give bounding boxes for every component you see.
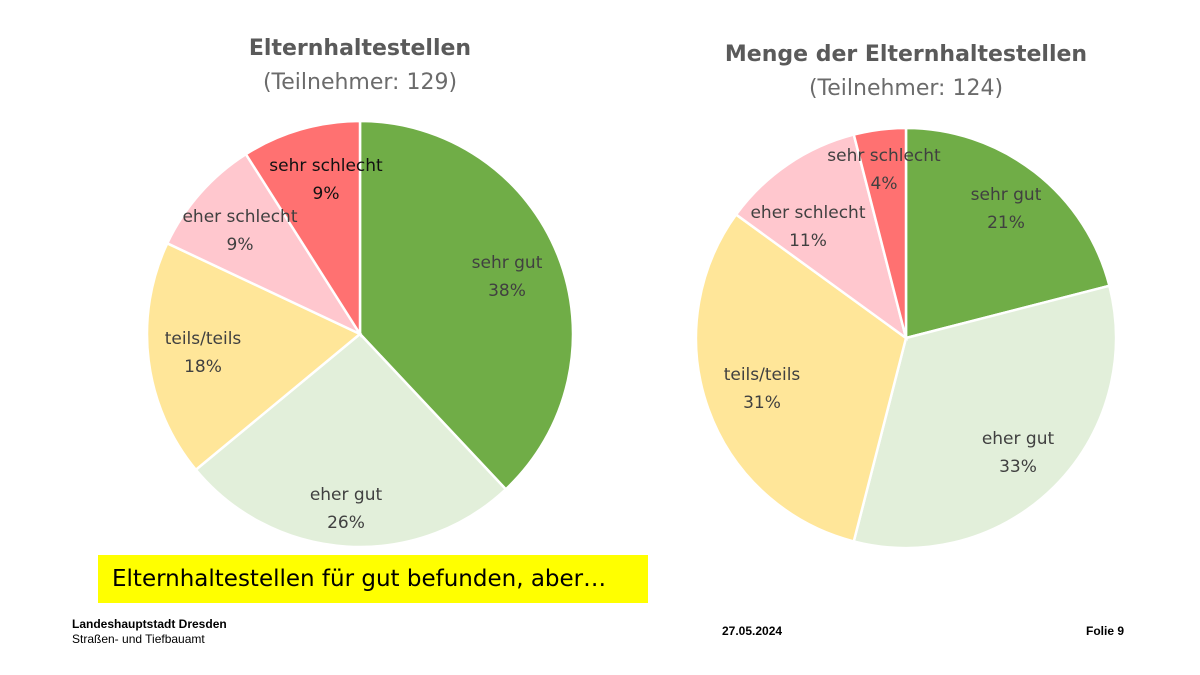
chart-title: Elternhaltestellen <box>248 36 472 61</box>
slice-label-eher-gut: eher gut <box>310 485 383 505</box>
pie-slice-eher-schlecht <box>165 152 364 337</box>
pie-slice-sehr-gut <box>358 119 575 492</box>
pie-slice-teils-teils <box>145 241 363 472</box>
slice-label-teils-teils: teils/teils <box>165 329 242 349</box>
pie-slice-eher-schlecht <box>734 133 909 342</box>
footer-date: 27.05.2024 <box>722 624 783 638</box>
callout-banner: Elternhaltestellen für gut befunden, abe… <box>98 555 648 603</box>
chart-subtitle: (Teilnehmer: 124) <box>808 76 1004 101</box>
slice-label-sehr-schlecht: sehr schlecht <box>269 156 383 176</box>
slice-value-eher-schlecht: 9% <box>227 235 254 255</box>
chart-elternhaltestellen: Elternhaltestellen (Teilnehmer: 129) seh… <box>0 0 720 560</box>
slice-label-teils-teils: teils/teils <box>724 365 801 385</box>
chart-menge-elternhaltestellen: Menge der Elternhaltestellen (Teilnehmer… <box>600 0 1200 560</box>
slice-label-eher-schlecht: eher schlecht <box>750 203 865 223</box>
slice-value-sehr-schlecht: 9% <box>313 184 340 204</box>
slice-value-teils-teils: 31% <box>743 393 781 413</box>
pie-slice-eher-gut <box>852 284 1118 550</box>
pie-chart-elternhaltestellen: sehr gut 38% eher gut 26% teils/teils 18% eher… <box>145 119 575 549</box>
slice-value-eher-gut: 26% <box>327 513 365 533</box>
pie-slice-teils-teils <box>694 212 908 543</box>
footer-slide-number: Folie 9 <box>1086 624 1125 638</box>
slice-value-eher-schlecht: 11% <box>789 231 827 251</box>
slice-value-eher-gut: 33% <box>999 457 1037 477</box>
slice-label-sehr-gut: sehr gut <box>472 253 543 273</box>
slice-label-eher-gut: eher gut <box>982 429 1055 449</box>
slice-label-sehr-schlecht: sehr schlecht <box>827 146 941 166</box>
pie-chart-menge: sehr gut 21% eher gut 33% teils/teils 31% eher… <box>694 126 1118 550</box>
chart-title: Menge der Elternhaltestellen <box>724 42 1088 67</box>
pie-slice-sehr-gut <box>904 126 1111 340</box>
slice-value-teils-teils: 18% <box>184 357 222 377</box>
footer-org-name: Landeshauptstadt Dresden <box>72 617 227 631</box>
footer-organization: Landeshauptstadt Dresden Straßen- und Ti… <box>72 617 227 647</box>
slice-value-sehr-gut: 21% <box>987 213 1025 233</box>
slice-label-eher-schlecht: eher schlecht <box>182 207 297 227</box>
pie-slice-sehr-schlecht <box>244 119 362 339</box>
pie-slice-eher-gut <box>194 332 508 549</box>
slice-label-sehr-gut: sehr gut <box>971 185 1042 205</box>
footer-org-dept: Straßen- und Tiefbauamt <box>72 632 205 646</box>
chart-subtitle: (Teilnehmer: 129) <box>262 70 458 95</box>
slice-value-sehr-schlecht: 4% <box>871 174 898 194</box>
pie-slice-sehr-schlecht <box>852 126 908 339</box>
slice-value-sehr-gut: 38% <box>488 281 526 301</box>
